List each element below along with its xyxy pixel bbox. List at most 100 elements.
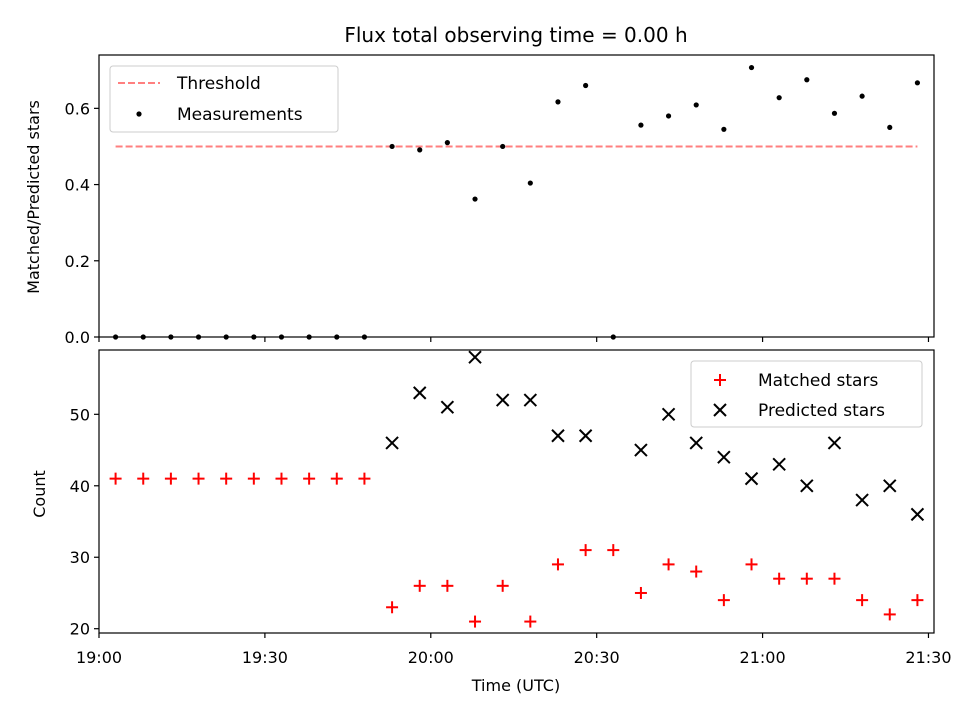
measurement-point xyxy=(417,147,423,153)
predicted-star-point-b xyxy=(772,457,786,472)
bottom-axes-frame xyxy=(98,349,935,634)
measurement-point xyxy=(472,196,478,202)
predicted-star-point xyxy=(440,400,455,414)
predicted-star-point xyxy=(827,436,842,450)
matched-star-point xyxy=(579,544,592,557)
matched-star-point xyxy=(717,594,730,607)
matched-star-point xyxy=(303,472,316,485)
predicted-star-point-b xyxy=(634,443,648,457)
measurement-point xyxy=(859,93,865,99)
predicted-star-point xyxy=(551,429,565,443)
measurement-point xyxy=(389,143,395,150)
matched-star-point xyxy=(441,579,454,592)
legend-measurements-label: Measurements xyxy=(177,105,303,125)
matched-star-point xyxy=(828,572,841,585)
top-axes-frame xyxy=(98,54,935,338)
predicted-star-point-b xyxy=(523,393,538,407)
bottom-y-tick-label: 50 xyxy=(70,405,90,424)
predicted-star-point xyxy=(910,507,925,522)
matched-star-point xyxy=(662,558,675,571)
predicted-star-point xyxy=(661,407,676,422)
top-y-tick-label: 0.0 xyxy=(65,328,90,347)
matched-star-point xyxy=(164,472,177,485)
predicted-star-point-b xyxy=(468,350,482,364)
matched-star-point xyxy=(883,608,896,621)
bottom-y-tick-label: 30 xyxy=(70,548,90,567)
matched-star-point xyxy=(192,472,205,485)
bottom-panel: 20 30 40 50 19:00 19:30 20:00 20:30 21:00 21:30 Ma… xyxy=(70,349,952,667)
bottom-y-tick-label: 20 xyxy=(70,620,90,639)
matched-star-point xyxy=(911,594,924,607)
predicted-star-point-b xyxy=(744,471,759,486)
predicted-star-point xyxy=(717,450,731,464)
matched-star-point xyxy=(607,544,620,557)
measurement-point xyxy=(804,77,810,83)
predicted-star-point-b xyxy=(910,507,925,522)
legend-measurements-swatch xyxy=(136,111,142,117)
matched-star-point xyxy=(275,472,288,485)
measurement-point xyxy=(444,140,450,146)
predicted-star-point xyxy=(634,443,648,457)
matched-star-point xyxy=(690,565,703,578)
predicted-star-point-b xyxy=(717,450,731,464)
matched-star-point xyxy=(800,572,813,585)
predicted-star-point xyxy=(883,479,897,493)
bottom-legend: Matched stars Predicted stars xyxy=(690,360,923,428)
legend-predicted-swatch xyxy=(713,403,727,417)
x-tick-label: 21:30 xyxy=(905,648,951,667)
top-y-axis-label: Matched/Predicted stars xyxy=(24,100,43,294)
predicted-star-point-b xyxy=(661,407,676,422)
legend-matched-swatch xyxy=(714,374,726,386)
measurement-point xyxy=(583,82,589,89)
measurement-point xyxy=(831,110,838,116)
predicted-star-point xyxy=(523,393,538,407)
top-panel: 0.0 0.2 0.4 0.6 Threshold Measurements xyxy=(65,54,935,347)
x-tick-label: 20:00 xyxy=(408,648,454,667)
top-legend-box xyxy=(109,65,339,133)
top-y-tick-label: 0.4 xyxy=(65,176,90,195)
matched-star-point xyxy=(358,472,371,485)
measurement-point xyxy=(500,143,506,150)
measurement-point xyxy=(748,64,755,71)
predicted-star-point xyxy=(855,493,869,507)
measurement-point xyxy=(527,180,533,186)
matched-star-point xyxy=(551,558,564,571)
x-axis-label: Time (UTC) xyxy=(471,676,560,695)
x-tick-label: 21:00 xyxy=(740,648,786,667)
predicted-star-point-b xyxy=(800,479,814,493)
bottom-y-axis-label: Count xyxy=(30,470,49,518)
x-tick-label: 19:00 xyxy=(76,648,122,667)
x-tick-label: 19:30 xyxy=(242,648,288,667)
bottom-y-tick-label: 40 xyxy=(70,477,90,496)
predicted-star-point-b xyxy=(827,436,842,450)
predicted-star-point xyxy=(800,479,814,493)
matched-star-point xyxy=(247,472,260,485)
measurement-point xyxy=(721,126,727,132)
matched-star-point xyxy=(773,572,786,585)
measurement-point xyxy=(914,80,921,86)
legend-predicted-swatch-b xyxy=(713,403,727,417)
predicted-star-point-b xyxy=(385,436,399,450)
predicted-star-point xyxy=(689,436,703,450)
matched-star-point xyxy=(220,472,233,485)
measurement-point xyxy=(887,124,893,131)
legend-predicted-label: Predicted stars xyxy=(758,401,885,421)
predicted-star-point-b xyxy=(578,429,593,443)
matched-star-point xyxy=(856,594,869,607)
matched-star-point xyxy=(109,472,122,485)
predicted-star-point xyxy=(578,429,593,443)
predicted-star-point xyxy=(385,436,399,450)
predicted-star-point-b xyxy=(855,493,869,507)
predicted-star-point xyxy=(772,457,786,472)
matched-star-point xyxy=(330,472,343,485)
predicted-star-point-b xyxy=(440,400,455,414)
predicted-star-point xyxy=(495,393,510,407)
matched-star-point xyxy=(496,579,509,592)
matched-star-point xyxy=(524,615,537,628)
top-y-tick-label: 0.6 xyxy=(65,99,90,118)
top-y-tick-label: 0.2 xyxy=(65,252,90,271)
predicted-star-point xyxy=(413,386,427,400)
predicted-star-point-b xyxy=(689,436,703,450)
predicted-star-point-b xyxy=(413,386,427,400)
